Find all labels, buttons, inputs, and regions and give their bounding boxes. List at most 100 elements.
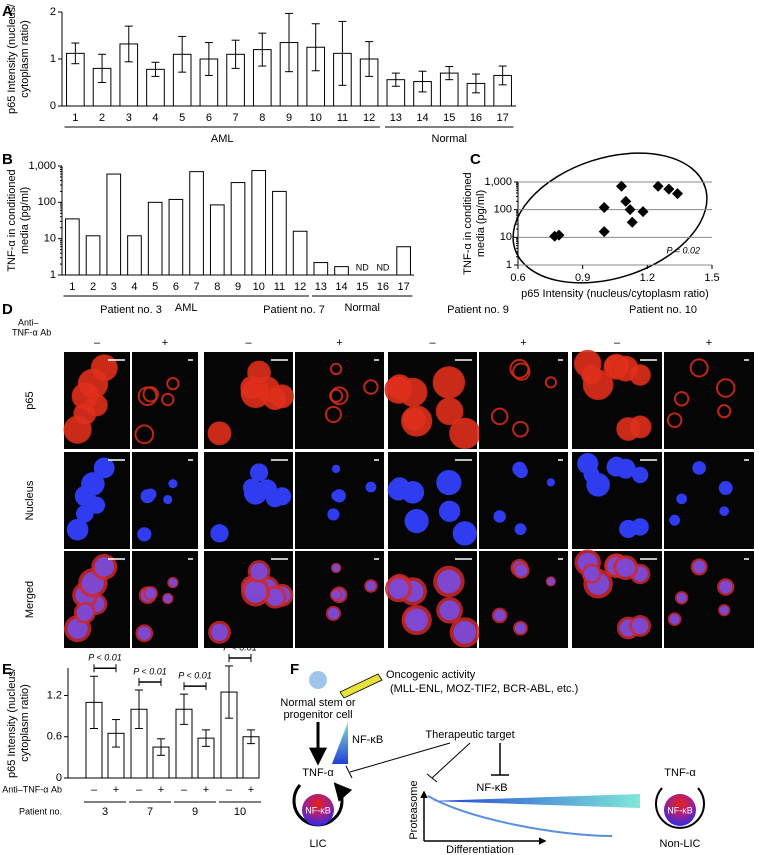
cell-nucleus <box>583 466 600 483</box>
x-tick-label: 14 <box>416 112 428 124</box>
y-tick-label: 10 <box>44 233 56 245</box>
cell-nucleus <box>676 493 687 505</box>
significance-label: P < 0.01 <box>88 653 121 663</box>
cell-merged-nucleus <box>669 614 680 625</box>
cell-p65 <box>435 397 464 426</box>
x-tick-label: – <box>91 784 98 796</box>
cell-merged-nucleus <box>437 569 461 594</box>
cell-nucleus <box>210 524 229 543</box>
bar <box>147 201 163 276</box>
y-axis-label: p65 Intensity (nucleus/ <box>6 3 18 114</box>
oncogene-pencil <box>339 673 383 699</box>
cell-merged-nucleus <box>168 578 178 587</box>
x-tick-label: 13 <box>315 281 327 293</box>
row-label: p65 <box>24 391 36 409</box>
cell-nucleus <box>249 463 269 482</box>
panel-letter: E <box>2 661 12 678</box>
label: NF-κB <box>667 805 693 815</box>
cell-merged-nucleus <box>547 577 555 586</box>
point <box>663 183 675 195</box>
cell-p65 <box>512 420 529 438</box>
panel-letter: D <box>2 301 13 318</box>
point <box>624 204 636 216</box>
anti-label: TNF-α Ab <box>12 327 51 337</box>
x-tick-label: 2 <box>99 112 105 124</box>
cell-nucleus <box>719 506 730 517</box>
x-tick-label: – <box>136 784 143 796</box>
x-tick-label: 7 <box>233 112 239 124</box>
label: TNF-α <box>302 767 334 779</box>
cell-nucleus <box>669 514 681 526</box>
cell-p65 <box>90 354 118 382</box>
cell-nucleus <box>631 466 649 484</box>
cell-nucleus <box>718 481 733 495</box>
inhibit-bar <box>426 773 438 783</box>
x-tick-label: 12 <box>363 112 375 124</box>
panel-letter: F <box>290 661 299 678</box>
cell-nucleus <box>144 488 157 501</box>
x-tick-label: 9 <box>235 281 241 293</box>
x-tick-label: 15 <box>443 112 455 124</box>
cell-nucleus <box>387 478 410 501</box>
y-tick-label: 100 <box>38 196 56 208</box>
x-tick-label: 3 <box>126 112 132 124</box>
x-tick-label: 1 <box>72 112 78 124</box>
label: (MLL-ENL, MOZ-TIF2, BCR-ABL, etc.) <box>390 683 578 695</box>
x-tick-label: 4 <box>131 281 137 293</box>
row-label: Patient no. <box>19 806 62 816</box>
nfkb-circle <box>302 794 334 826</box>
x-tick-label: 17 <box>497 112 509 124</box>
significance-label: P < 0.01 <box>133 666 166 676</box>
y-tick-label: 0 <box>50 100 56 112</box>
cell-nucleus <box>137 527 152 542</box>
cell-nucleus <box>243 481 268 505</box>
cell-nucleus <box>365 481 377 493</box>
point <box>553 229 565 241</box>
cell-p65 <box>142 386 159 403</box>
x-tick-label: 16 <box>377 281 389 293</box>
cell-merged-nucleus <box>76 604 94 621</box>
y-axis-label: media (pg/ml) <box>19 187 31 254</box>
condition-label: + <box>706 337 712 349</box>
group-label: 9 <box>192 806 198 818</box>
group-label: 3 <box>102 806 108 818</box>
patient-title: Patient no. 9 <box>447 304 509 316</box>
gradient-triangle <box>332 722 348 764</box>
y-tick-label: 1.2 <box>47 689 62 701</box>
y-tick-label: 2 <box>50 6 56 18</box>
group-label: AML <box>175 302 198 314</box>
anti-label: Anti– <box>18 317 39 327</box>
cell-nucleus <box>331 464 341 474</box>
cell-nucleus <box>493 510 506 523</box>
cell-p65 <box>666 412 683 429</box>
point <box>598 226 610 238</box>
cell-p65 <box>401 405 433 437</box>
point <box>598 201 610 213</box>
micrograph <box>664 352 754 449</box>
label: LIC <box>309 838 326 850</box>
label: NF-κB <box>352 734 383 746</box>
row-label: Nucleus <box>24 480 36 520</box>
cell-p65 <box>490 407 509 426</box>
panel-letter: B <box>2 151 13 168</box>
cell-p65 <box>324 405 343 424</box>
cell-merged-nucleus <box>365 580 376 592</box>
bar <box>292 230 308 276</box>
bar <box>168 198 184 276</box>
bar <box>313 262 329 276</box>
cell-nucleus <box>692 461 706 475</box>
cell-p65 <box>161 392 175 407</box>
x-tick-label: 10 <box>253 281 265 293</box>
label: Normal stem or <box>280 697 356 709</box>
annotation: P = 0.02 <box>667 245 700 255</box>
x-tick-label: 13 <box>390 112 402 124</box>
cell-merged-nucleus <box>266 588 284 606</box>
label: NF-κB <box>476 782 507 794</box>
condition-label: + <box>520 337 526 349</box>
group-label: Normal <box>432 133 467 145</box>
x-tick-label: 0.6 <box>510 272 525 284</box>
cell-p65 <box>432 366 466 399</box>
cell-p65 <box>581 364 603 386</box>
cell-nucleus <box>615 458 636 479</box>
